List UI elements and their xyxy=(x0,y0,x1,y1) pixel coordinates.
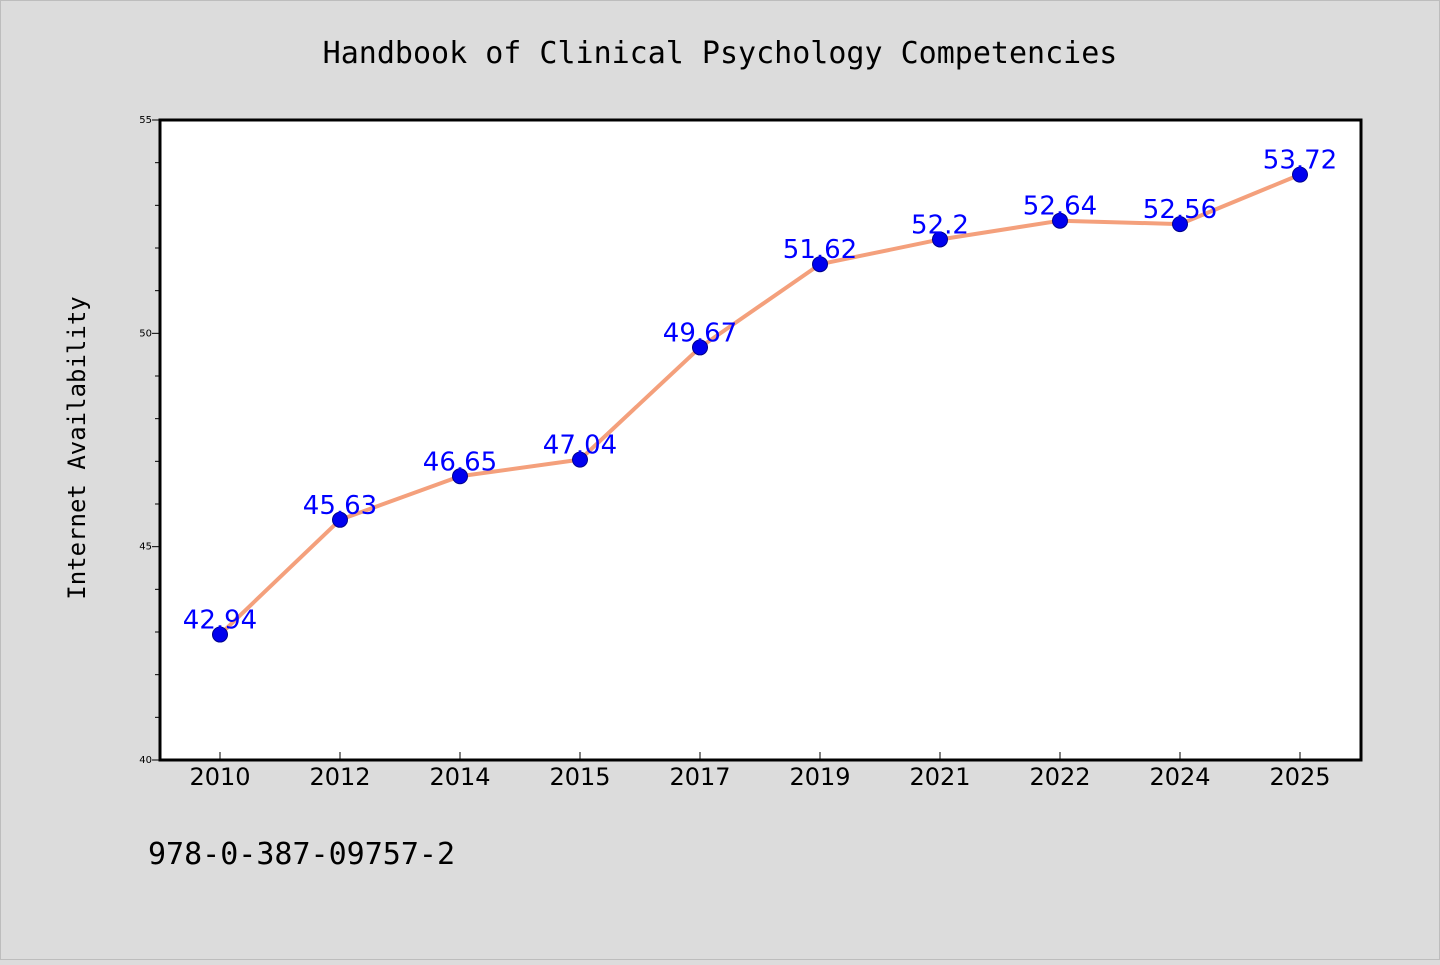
series-line xyxy=(218,172,1302,637)
data-label: 52.56 xyxy=(1143,195,1217,225)
isbn-text: 978-0-387-09757-2 xyxy=(148,837,455,872)
x-tick-label: 2012 xyxy=(309,763,370,791)
data-point xyxy=(452,468,468,485)
x-tick-label: 2010 xyxy=(189,763,250,791)
data-label: 49.67 xyxy=(663,318,737,348)
data-point xyxy=(932,231,948,248)
data-label: 47.04 xyxy=(543,431,617,461)
data-point xyxy=(572,451,588,468)
data-label: 42.94 xyxy=(183,606,257,636)
x-tick-label: 2017 xyxy=(669,763,730,791)
x-tick-label: 2025 xyxy=(1269,763,1330,791)
x-axis: 2010 2012 2014 2015 2017 2019 2021 2022 2024 2025 xyxy=(189,752,1331,791)
y-tick-label: 50 xyxy=(139,328,152,339)
plot-area xyxy=(158,118,1363,762)
y-axis-label: Internet Availability xyxy=(63,296,91,599)
x-tick-label: 2021 xyxy=(909,763,970,791)
data-point xyxy=(812,256,828,273)
x-tick-label: 2015 xyxy=(549,763,610,791)
y-tick-label: 40 xyxy=(139,755,152,766)
data-point xyxy=(1172,216,1188,233)
data-label: 45.63 xyxy=(303,491,377,521)
series-layer: 42.94 45.63 46.65 47.04 49.67 51.62 52.2 52.64 5… xyxy=(183,146,1337,643)
data-point xyxy=(1052,212,1068,229)
x-tick-label: 2014 xyxy=(429,763,490,791)
data-label: 53.72 xyxy=(1263,146,1337,176)
data-point xyxy=(332,511,348,528)
data-label: 46.65 xyxy=(423,447,497,477)
data-point xyxy=(692,339,708,356)
x-tick-label: 2022 xyxy=(1029,763,1090,791)
data-point xyxy=(1292,166,1308,183)
y-tick-label: 45 xyxy=(139,542,152,553)
chart-title: Handbook of Clinical Psychology Competen… xyxy=(323,36,1118,71)
x-tick-label: 2024 xyxy=(1149,763,1210,791)
data-label: 52.64 xyxy=(1023,192,1097,222)
y-tick-label: 55 xyxy=(139,115,152,126)
y-axis: 40 45 50 55 xyxy=(139,115,160,766)
data-label: 52.2 xyxy=(911,210,969,240)
x-tick-label: 2019 xyxy=(789,763,850,791)
data-label: 51.62 xyxy=(783,235,857,265)
data-point xyxy=(212,626,228,643)
